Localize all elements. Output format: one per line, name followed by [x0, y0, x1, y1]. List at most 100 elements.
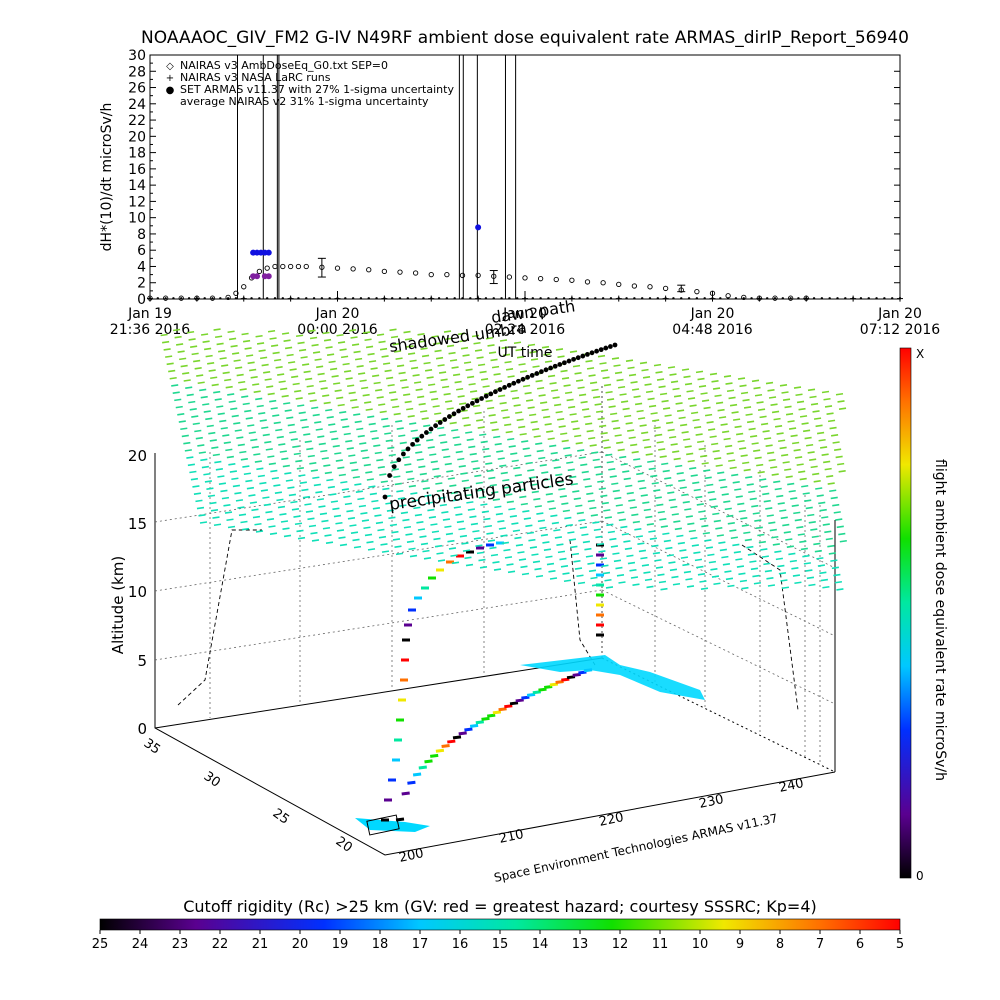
particle-arrow [830, 496, 838, 500]
particle-arrow [664, 414, 672, 417]
particle-arrow [275, 428, 283, 432]
particle-arrow [283, 402, 291, 405]
particle-arrow [489, 546, 497, 550]
particle-arrow [779, 384, 788, 387]
particle-arrow [354, 483, 362, 486]
particle-arrow [736, 432, 744, 436]
particle-arrow [366, 540, 374, 544]
particle-arrow [259, 481, 267, 485]
particle-arrow [246, 486, 255, 490]
armas-point [265, 249, 272, 256]
particle-arrow [739, 384, 747, 388]
baseline-point [437, 297, 441, 300]
particle-arrow [673, 520, 681, 523]
particle-arrow [605, 586, 614, 589]
particle-arrow [599, 424, 607, 428]
ground-track-point [561, 677, 570, 682]
particle-arrow [676, 409, 685, 412]
baseline-point [164, 297, 167, 300]
particle-arrow [194, 367, 202, 370]
particle-arrow [723, 500, 731, 503]
particle-arrow [223, 504, 231, 507]
particle-arrow [764, 569, 773, 573]
x-tick-label: Jan 20 [690, 306, 735, 322]
particle-arrow [361, 386, 369, 390]
particle-arrow [680, 556, 689, 559]
particle-arrow [360, 512, 368, 515]
particle-arrow [404, 463, 412, 466]
particle-arrow [418, 402, 426, 406]
particle-arrow [334, 389, 342, 393]
particle-arrow [297, 341, 305, 345]
particle-arrow [647, 397, 655, 401]
track-point [470, 400, 475, 406]
particle-arrow [612, 552, 620, 555]
particle-arrow [633, 458, 641, 461]
particle-arrow [441, 511, 449, 514]
baseline-point [672, 297, 675, 300]
baseline-point [687, 297, 691, 300]
alt-tick: 10 [128, 583, 147, 601]
particle-arrow [515, 543, 524, 547]
track-point [571, 356, 576, 362]
particle-arrow [813, 480, 821, 483]
particle-arrow [647, 460, 655, 463]
particle-arrow [766, 576, 774, 580]
particle-arrow [734, 425, 742, 429]
particle-arrow [518, 558, 527, 561]
particle-arrow [313, 483, 321, 487]
particle-arrow [803, 562, 811, 565]
particle-arrow [458, 465, 466, 468]
particle-arrow [590, 576, 598, 580]
legend-label: SET ARMAS v11.37 with 27% 1-sigma uncert… [180, 83, 454, 96]
baseline-point [289, 297, 292, 300]
particle-arrow [830, 559, 838, 562]
particle-arrow [710, 568, 718, 571]
particle-arrow [490, 358, 498, 362]
baseline-point [656, 297, 660, 300]
nairas-g0-point [662, 285, 669, 292]
particle-arrow [449, 484, 457, 488]
cutoff-tick-label: 16 [452, 937, 469, 952]
particle-arrow [394, 545, 402, 548]
particle-arrow [648, 467, 656, 471]
particle-arrow [696, 503, 704, 506]
particle-arrow [603, 383, 612, 387]
particle-arrow [437, 364, 445, 367]
particle-arrow [488, 414, 496, 417]
particle-arrow [610, 412, 618, 416]
particle-arrow [266, 517, 275, 521]
particle-arrow [362, 456, 370, 460]
particle-arrow [660, 587, 668, 591]
particle-arrow [410, 429, 418, 433]
track-point [589, 350, 595, 356]
nairas-g0-point [381, 268, 388, 274]
ground-track-point [583, 668, 593, 673]
particle-arrow [242, 339, 251, 343]
particle-arrow [576, 511, 584, 515]
track-point [456, 408, 461, 414]
particle-arrow [423, 361, 431, 365]
baseline-point [320, 297, 324, 300]
particle-arrow [631, 450, 639, 454]
particle-arrow [653, 489, 661, 492]
particle-arrow [497, 457, 505, 460]
particle-arrow [463, 424, 471, 427]
particle-arrow [770, 403, 778, 406]
baseline-point [648, 297, 652, 300]
particle-arrow [285, 479, 293, 482]
particle-arrow [426, 376, 434, 379]
particle-arrow [351, 468, 359, 472]
particle-arrow [301, 425, 309, 429]
particle-arrow [575, 441, 583, 445]
particle-arrow [555, 348, 564, 351]
particle-arrow [562, 572, 570, 575]
particle-arrow [276, 498, 284, 502]
particle-arrow [582, 408, 590, 411]
particle-arrow [536, 449, 544, 453]
particle-arrow [312, 413, 320, 417]
particle-arrow [504, 360, 512, 364]
particle-arrow [395, 357, 403, 360]
particle-arrow [621, 532, 629, 536]
particle-arrow [705, 546, 713, 549]
